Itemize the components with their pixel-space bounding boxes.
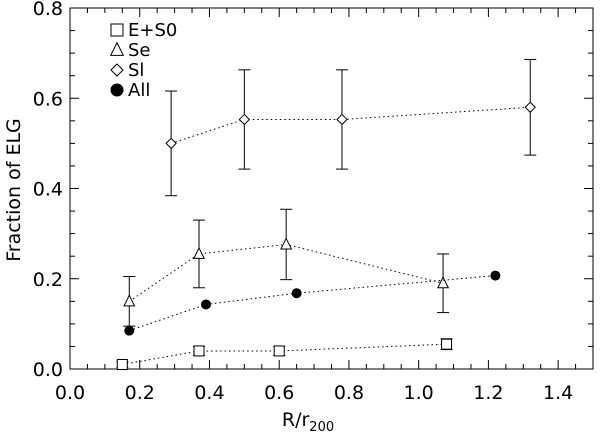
y-tick-label: 0.8 — [33, 0, 63, 20]
x-tick-label: 0.2 — [125, 382, 155, 404]
series-sl — [165, 58, 537, 197]
legend-item: All — [110, 80, 150, 101]
y-tick-label: 0.6 — [33, 88, 63, 110]
data-point — [200, 299, 211, 310]
data-point — [490, 270, 501, 281]
legend-marker — [110, 83, 124, 97]
axis-ticks: 0.0 0.2 0.4 0.6 0.8 1.0 1.2 1.4 0.0 0.2 0.4 0.6 0.8 — [33, 0, 594, 404]
series-line — [129, 275, 496, 332]
x-axis-label-main: R/r — [282, 409, 310, 431]
data-point — [524, 101, 536, 113]
data-point — [124, 325, 135, 336]
legend-item: Sl — [110, 60, 144, 81]
data-point — [165, 137, 177, 150]
data-point — [291, 288, 302, 299]
x-tick-label: 1.4 — [543, 382, 573, 404]
data-series — [116, 58, 537, 370]
x-tick-label: 1.2 — [473, 382, 503, 404]
x-tick-label: 0.6 — [264, 382, 294, 404]
series-line — [170, 106, 531, 144]
series-line — [128, 243, 444, 302]
legend-item: E+S0 — [110, 20, 177, 41]
legend-label: All — [128, 80, 150, 101]
y-tick-label: 0.4 — [33, 179, 63, 201]
y-tick-label: 0.2 — [33, 269, 63, 291]
x-axis-label: R/r200 — [282, 409, 334, 435]
x-tick-label: 0.8 — [334, 382, 364, 404]
legend-marker — [110, 23, 124, 37]
data-point — [280, 237, 293, 250]
axes — [69, 7, 594, 370]
legend-label: E+S0 — [128, 20, 177, 41]
plot-frame — [69, 7, 594, 370]
series-se — [123, 208, 450, 327]
data-point — [336, 113, 348, 126]
x-tick-label: 0.0 — [55, 382, 85, 404]
legend-marker — [109, 41, 125, 56]
data-point — [238, 113, 251, 126]
series-all — [124, 270, 501, 336]
legend-label: Se — [128, 40, 151, 61]
y-axis-label: Fraction of ELG — [3, 118, 25, 262]
data-point — [437, 276, 450, 289]
y-tick-label: 0.0 — [33, 359, 63, 381]
x-tick-label: 1.0 — [404, 382, 434, 404]
data-point — [123, 294, 136, 307]
legend-item: Se — [109, 40, 151, 61]
data-point — [193, 345, 205, 357]
data-point — [116, 358, 128, 370]
x-axis-label-subscript: 200 — [309, 420, 334, 435]
series-line — [122, 343, 447, 365]
legend-label: Sl — [128, 60, 144, 81]
data-point — [273, 345, 285, 357]
legend-marker — [110, 63, 124, 77]
x-tick-label: 0.4 — [194, 382, 224, 404]
data-point — [441, 338, 453, 350]
data-point — [192, 246, 206, 259]
series-e-s0 — [116, 338, 453, 370]
